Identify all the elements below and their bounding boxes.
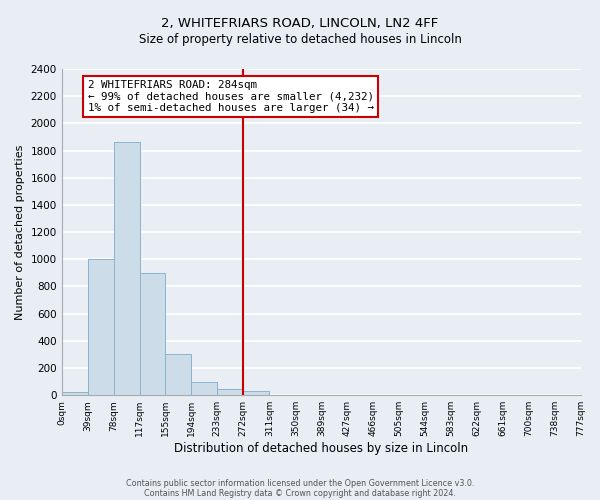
X-axis label: Distribution of detached houses by size in Lincoln: Distribution of detached houses by size … xyxy=(174,442,468,455)
Y-axis label: Number of detached properties: Number of detached properties xyxy=(15,144,25,320)
Bar xyxy=(243,391,269,395)
Bar xyxy=(62,392,88,395)
Bar xyxy=(217,389,243,395)
Text: Contains public sector information licensed under the Open Government Licence v3: Contains public sector information licen… xyxy=(126,478,474,488)
Text: Contains HM Land Registry data © Crown copyright and database right 2024.: Contains HM Land Registry data © Crown c… xyxy=(144,488,456,498)
Bar xyxy=(191,382,217,395)
Bar xyxy=(165,354,191,395)
Bar xyxy=(88,260,114,395)
Bar xyxy=(114,142,140,395)
Text: Size of property relative to detached houses in Lincoln: Size of property relative to detached ho… xyxy=(139,32,461,46)
Text: 2 WHITEFRIARS ROAD: 284sqm
← 99% of detached houses are smaller (4,232)
1% of se: 2 WHITEFRIARS ROAD: 284sqm ← 99% of deta… xyxy=(88,80,374,113)
Text: 2, WHITEFRIARS ROAD, LINCOLN, LN2 4FF: 2, WHITEFRIARS ROAD, LINCOLN, LN2 4FF xyxy=(161,18,439,30)
Bar xyxy=(140,273,165,395)
